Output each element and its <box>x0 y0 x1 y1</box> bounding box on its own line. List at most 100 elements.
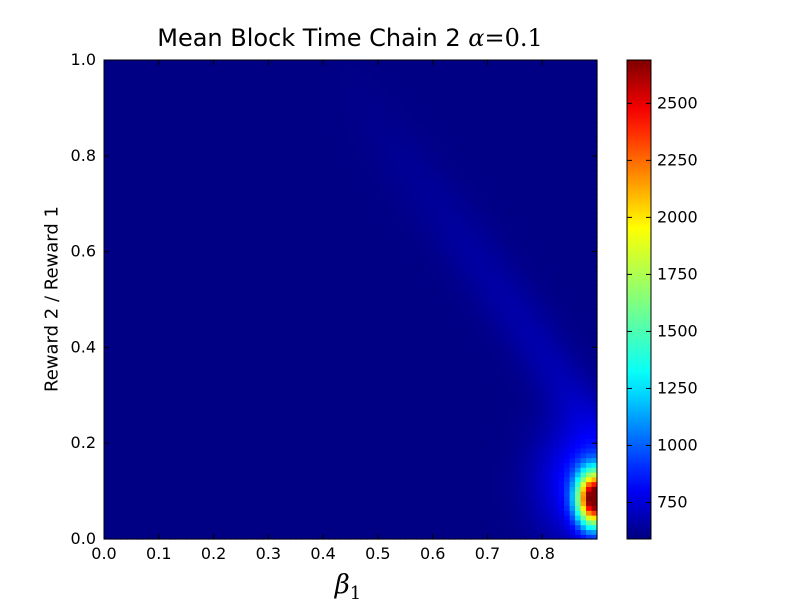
heatmap-cell <box>159 132 165 137</box>
heatmap-cell <box>268 477 274 482</box>
heatmap-cell <box>252 146 258 151</box>
heatmap-cell <box>351 515 357 520</box>
heatmap-cell <box>334 285 340 290</box>
heatmap-cell <box>307 94 313 99</box>
heatmap-cell <box>356 252 362 257</box>
heatmap-cell <box>126 223 132 228</box>
heatmap-cell <box>208 343 214 348</box>
heatmap-cell <box>153 414 159 419</box>
heatmap-cell <box>230 94 236 99</box>
heatmap-cell <box>235 424 241 429</box>
heatmap-cell <box>279 367 285 372</box>
heatmap-cell <box>131 424 137 429</box>
heatmap-cell <box>159 529 165 534</box>
heatmap-cell <box>230 343 236 348</box>
heatmap-cell <box>137 117 143 122</box>
heatmap-cell <box>241 127 247 132</box>
heatmap-cell <box>142 314 148 319</box>
heatmap-cell <box>290 213 296 218</box>
heatmap-cell <box>230 295 236 300</box>
heatmap-cell <box>290 113 296 118</box>
heatmap-cell <box>356 381 362 386</box>
heatmap-cell <box>372 429 378 434</box>
heatmap-cell <box>323 443 329 448</box>
heatmap-cell <box>301 89 307 94</box>
heatmap-cell <box>312 482 318 487</box>
heatmap-cell <box>170 314 176 319</box>
heatmap-cell <box>148 520 154 525</box>
heatmap-cell <box>361 343 367 348</box>
heatmap-cell <box>225 161 231 166</box>
heatmap-cell <box>323 199 329 204</box>
heatmap-cell <box>137 65 143 70</box>
heatmap-cell <box>175 242 181 247</box>
heatmap-cell <box>290 434 296 439</box>
heatmap-cell <box>235 343 241 348</box>
heatmap-cell <box>356 232 362 237</box>
heatmap-cell <box>361 290 367 295</box>
heatmap-cell <box>268 515 274 520</box>
heatmap-cell <box>290 309 296 314</box>
heatmap-cell <box>340 65 346 70</box>
heatmap-cell <box>318 376 324 381</box>
heatmap-cell <box>164 510 170 515</box>
heatmap-cell <box>109 232 115 237</box>
heatmap-cell <box>246 400 252 405</box>
heatmap-cell <box>252 94 258 99</box>
heatmap-cell <box>225 189 231 194</box>
heatmap-cell <box>296 414 302 419</box>
heatmap-cell <box>219 151 225 156</box>
heatmap-cell <box>329 194 335 199</box>
heatmap-cell <box>104 189 110 194</box>
heatmap-cell <box>340 84 346 89</box>
heatmap-cell <box>142 338 148 343</box>
heatmap-cell <box>290 395 296 400</box>
heatmap-cell <box>296 108 302 113</box>
heatmap-cell <box>351 525 357 530</box>
heatmap-cell <box>351 122 357 127</box>
heatmap-cell <box>351 328 357 333</box>
heatmap-cell <box>263 458 269 463</box>
heatmap-cell <box>296 290 302 295</box>
heatmap-cell <box>148 117 154 122</box>
heatmap-cell <box>340 223 346 228</box>
heatmap-cell <box>285 252 291 257</box>
heatmap-cell <box>137 295 143 300</box>
heatmap-cell <box>170 323 176 328</box>
heatmap-cell <box>334 482 340 487</box>
heatmap-cell <box>137 98 143 103</box>
heatmap-cell <box>301 132 307 137</box>
heatmap-cell <box>181 510 187 515</box>
heatmap-cell <box>115 438 121 443</box>
heatmap-cell <box>263 228 269 233</box>
heatmap-cell <box>104 290 110 295</box>
heatmap-cell <box>367 141 373 146</box>
heatmap-cell <box>225 381 231 386</box>
heatmap-cell <box>131 98 137 103</box>
heatmap-cell <box>246 94 252 99</box>
heatmap-cell <box>361 79 367 84</box>
heatmap-cell <box>192 477 198 482</box>
heatmap-cell <box>285 486 291 491</box>
heatmap-cell <box>241 132 247 137</box>
heatmap-cell <box>175 256 181 261</box>
heatmap-cell <box>126 237 132 242</box>
heatmap-cell <box>197 261 203 266</box>
heatmap-cell <box>351 448 357 453</box>
heatmap-cell <box>192 213 198 218</box>
heatmap-cell <box>274 223 280 228</box>
heatmap-cell <box>131 266 137 271</box>
heatmap-cell <box>219 180 225 185</box>
heatmap-cell <box>104 89 110 94</box>
heatmap-cell <box>323 127 329 132</box>
heatmap-cell <box>126 395 132 400</box>
heatmap-cell <box>214 204 220 209</box>
heatmap-cell <box>203 132 209 137</box>
heatmap-cell <box>235 443 241 448</box>
heatmap-cell <box>312 319 318 324</box>
heatmap-cell <box>219 438 225 443</box>
heatmap-cell <box>296 400 302 405</box>
heatmap-cell <box>263 290 269 295</box>
heatmap-cell <box>235 189 241 194</box>
heatmap-cell <box>219 232 225 237</box>
